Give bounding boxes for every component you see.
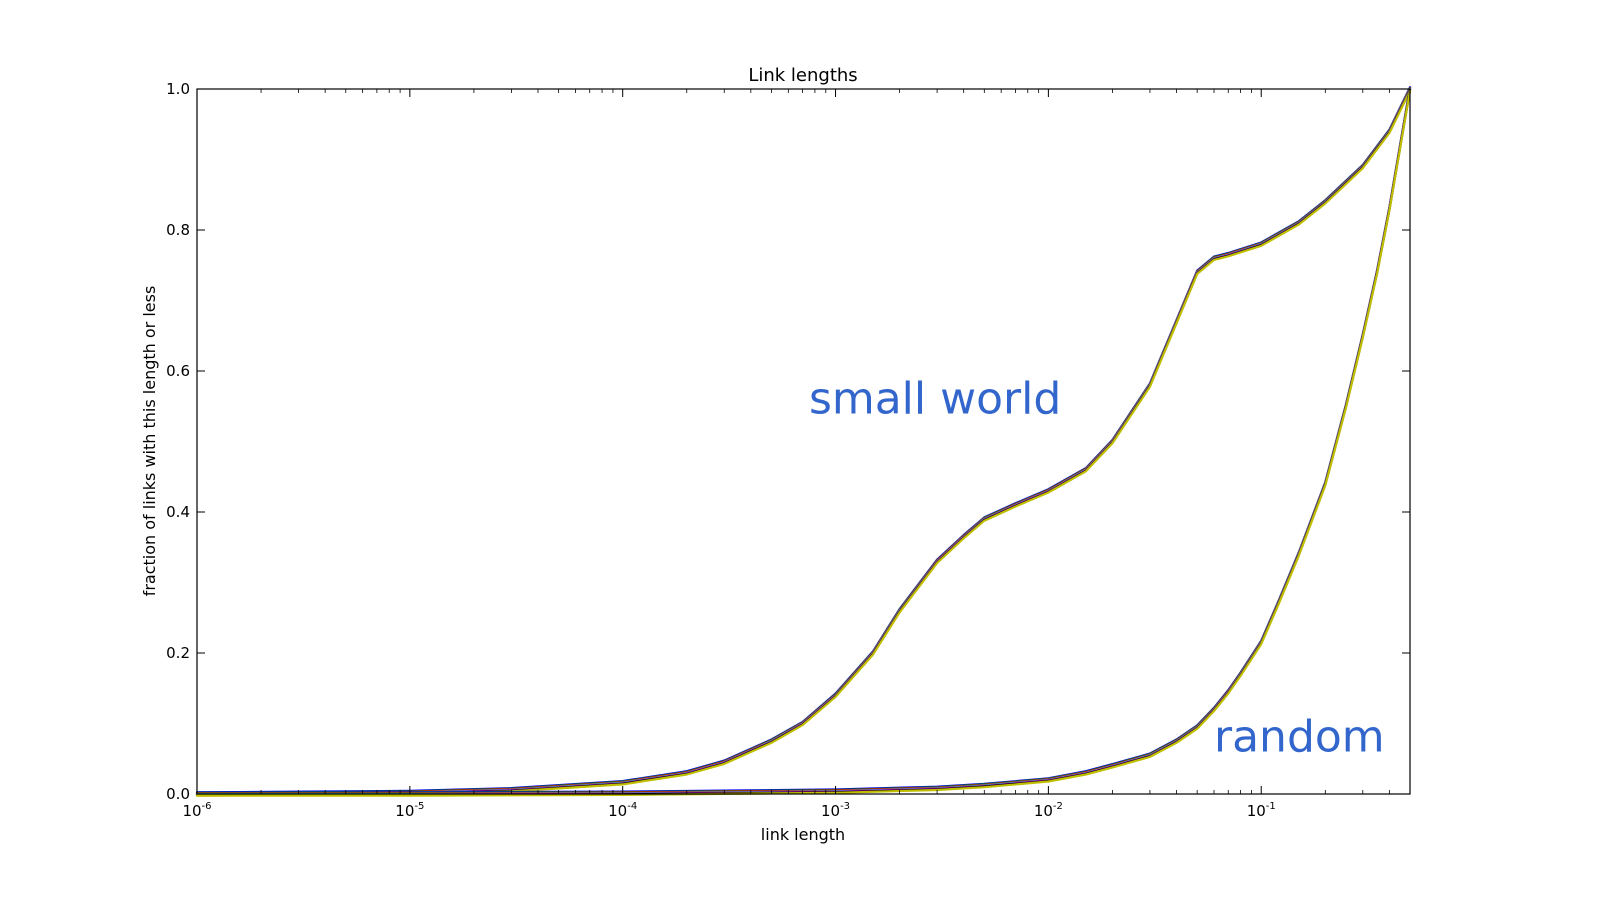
x-tick-label: 10-2	[1034, 801, 1063, 820]
y-axis-ticks: 0.0 0.2 0.4 0.6 0.8 1.0	[166, 80, 1410, 803]
series-line-random-0	[195, 86, 1412, 794]
chart-annotations: small world random	[809, 373, 1385, 762]
series-line-small-world-2	[195, 87, 1412, 795]
x-axis-ticks: 10-6 10-5 10-4 10-3 10-2 10-1	[182, 89, 1390, 820]
x-axis-label: link length	[761, 825, 845, 844]
series-line-small-world-1	[195, 86, 1412, 794]
x-tick-label: 10-4	[608, 801, 637, 820]
series-line-small-world-3	[195, 87, 1412, 796]
chart-title: Link lengths	[748, 65, 857, 86]
y-tick-label: 0.2	[166, 644, 190, 662]
x-tick-label: 10-1	[1247, 801, 1276, 820]
plot-frame	[196, 88, 1411, 795]
series-line-random-1	[195, 86, 1412, 794]
series-line-small-world-0	[195, 86, 1412, 794]
annotation-random: random	[1214, 712, 1385, 763]
plot-lines	[195, 86, 1412, 797]
y-axis-label: fraction of links with this length or le…	[140, 286, 159, 597]
x-tick-label: 10-6	[182, 801, 211, 820]
y-tick-label: 0.8	[166, 221, 190, 239]
annotation-small-world: small world	[809, 373, 1061, 424]
series-line-small-world-6	[195, 89, 1412, 797]
x-tick-label: 10-3	[821, 801, 850, 820]
y-tick-label: 0.0	[166, 785, 190, 803]
series-line-random-2	[195, 87, 1412, 795]
y-tick-label: 1.0	[166, 80, 190, 98]
y-tick-label: 0.6	[166, 362, 190, 380]
series-line-random-3	[195, 87, 1412, 796]
x-tick-label: 10-5	[395, 801, 424, 820]
y-tick-label: 0.4	[166, 503, 190, 521]
